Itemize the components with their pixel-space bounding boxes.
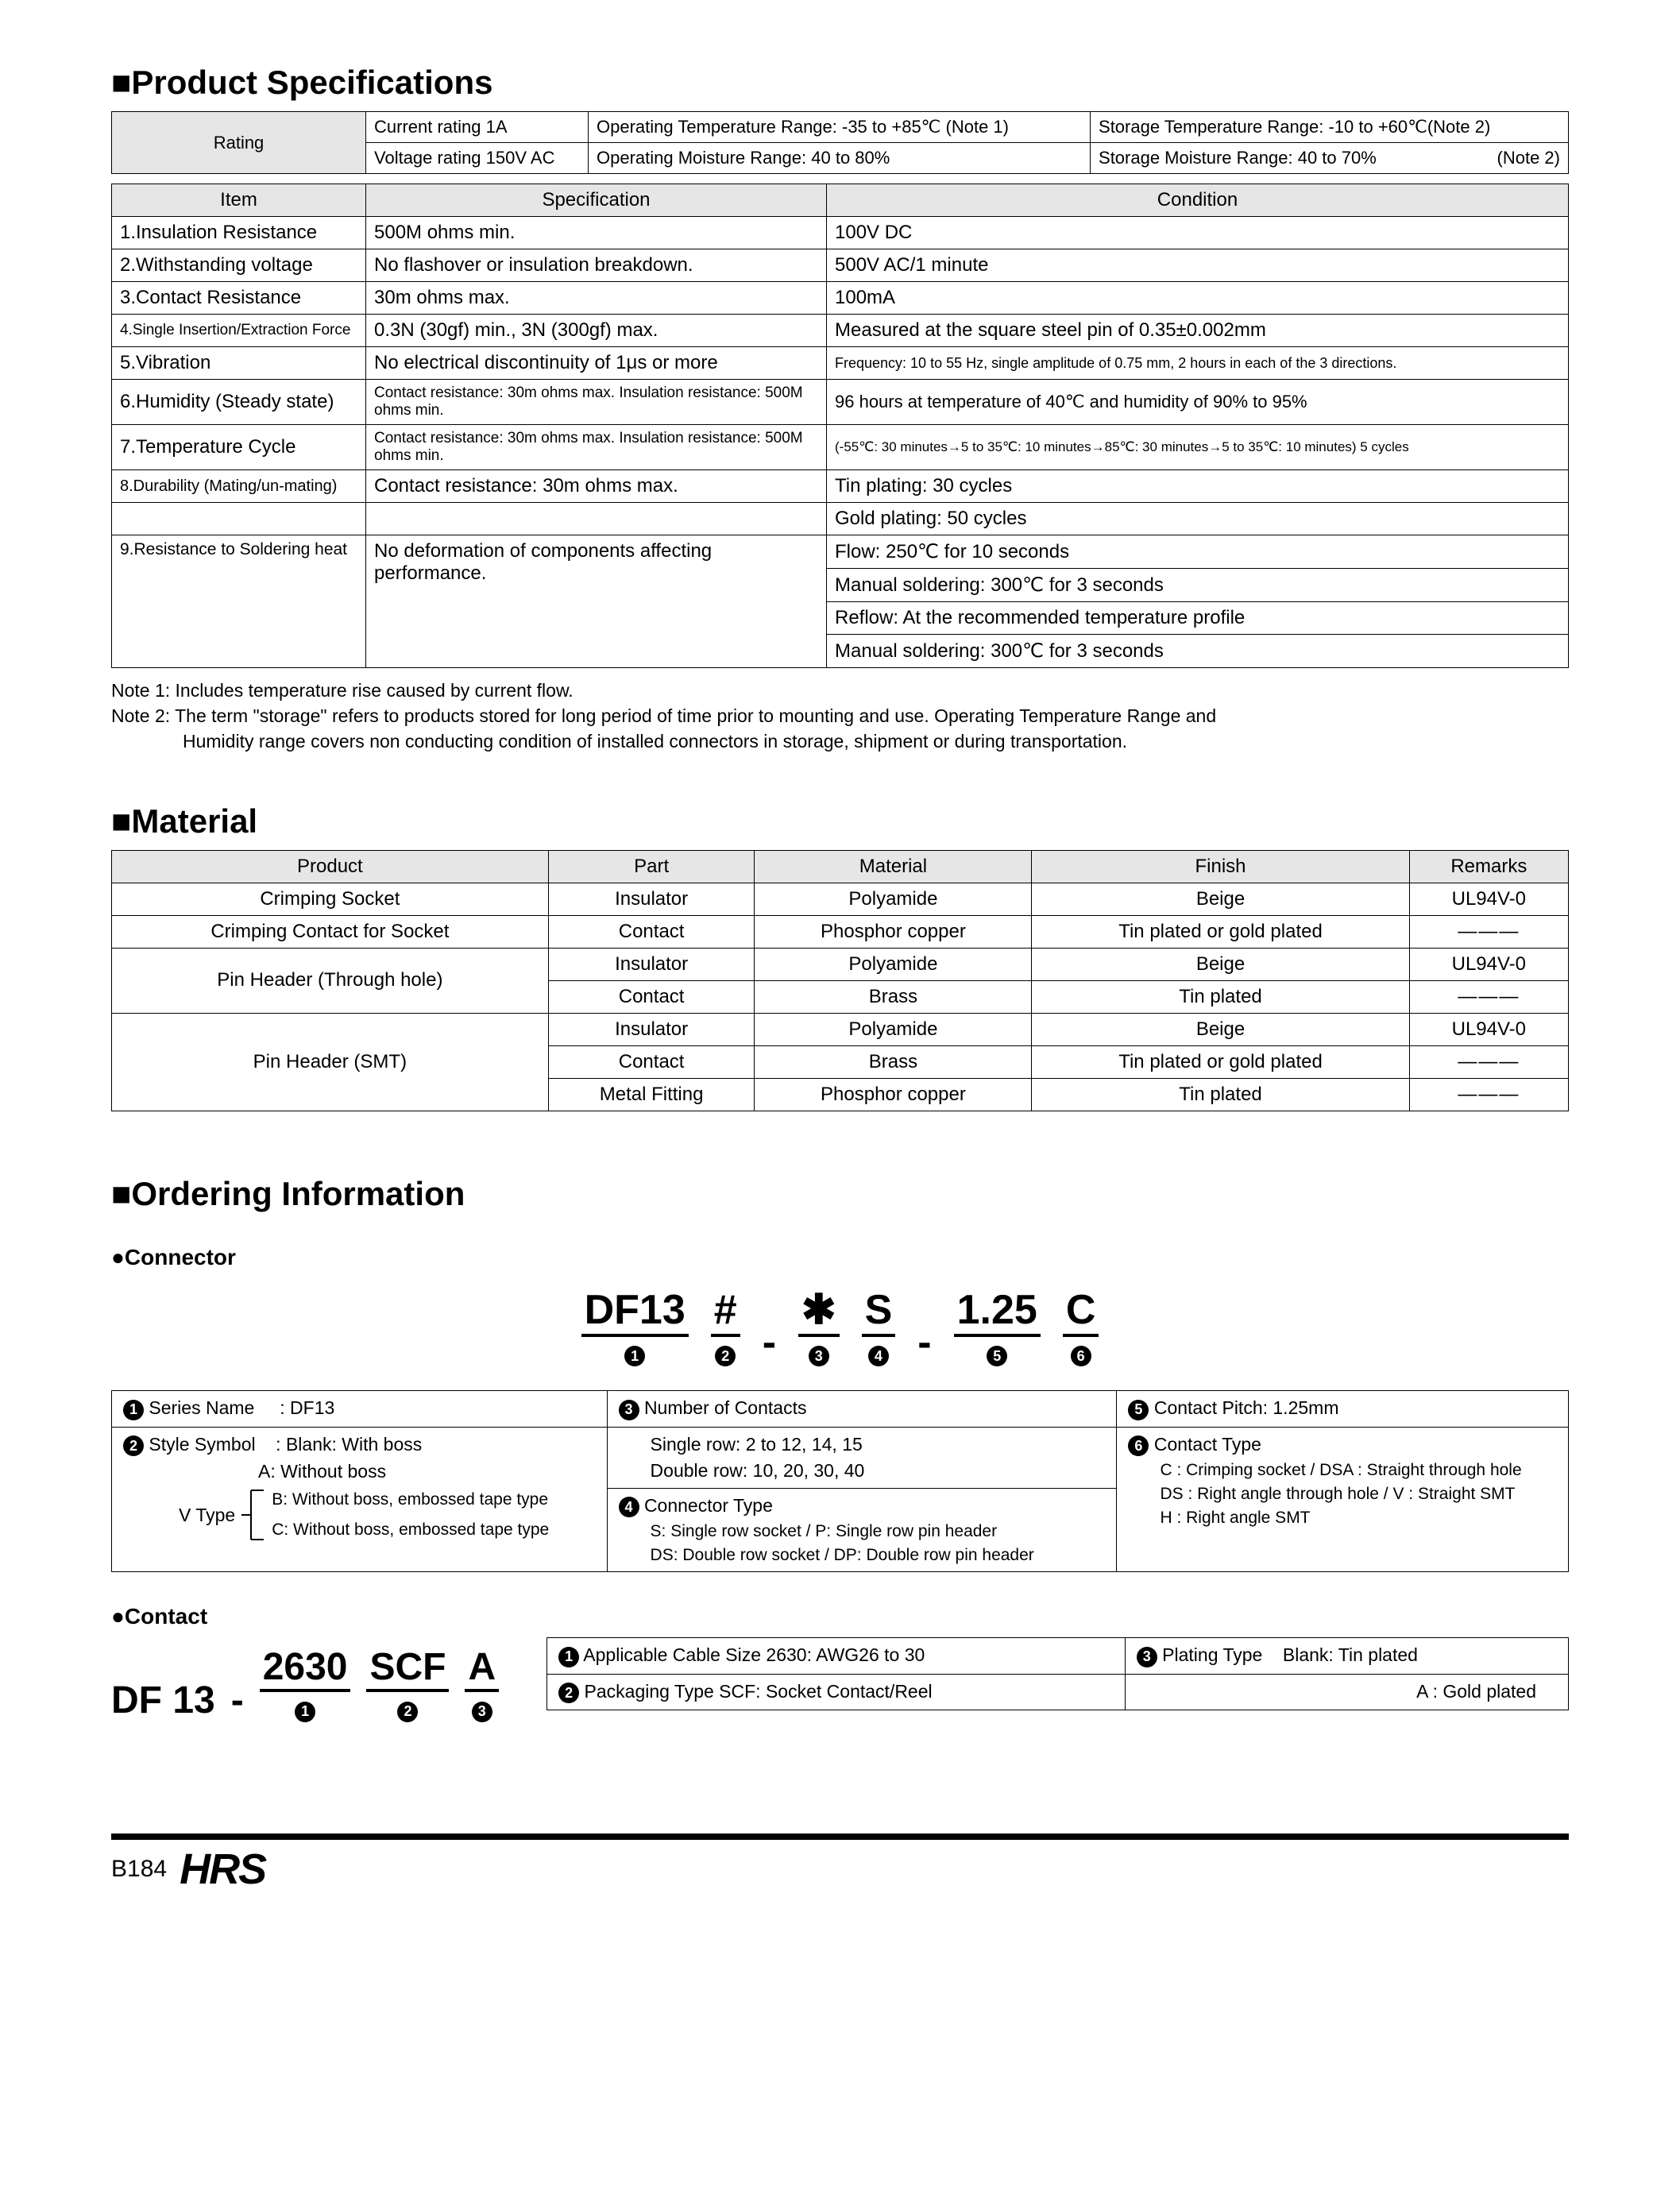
hdr-cond: Condition	[827, 184, 1569, 217]
contact-heading: ●Contact	[111, 1604, 1569, 1629]
spec-cond: (-55℃: 30 minutes→5 to 35℃: 10 minutes→8…	[827, 425, 1569, 470]
cell: Operating Moisture Range: 40 to 80%	[589, 143, 1091, 174]
spec-val: Contact resistance: 30m ohms max. Insula…	[366, 425, 827, 470]
rating-label: Rating	[112, 112, 366, 174]
spec-cond: Manual soldering: 300℃ for 3 seconds	[827, 635, 1569, 668]
cell: Voltage rating 150V AC	[366, 143, 589, 174]
spec-item: 5.Vibration	[112, 347, 366, 380]
spec-table: Item Specification Condition 1.Insulatio…	[111, 184, 1569, 668]
page-number: B184	[111, 1856, 167, 1883]
spec-item: 3.Contact Resistance	[112, 282, 366, 315]
spec-item: 1.Insulation Resistance	[112, 217, 366, 249]
hdr: Finish	[1032, 850, 1409, 883]
spec-cond: Frequency: 10 to 55 Hz, single amplitude…	[827, 347, 1569, 380]
cell: Operating Temperature Range: -35 to +85℃…	[589, 112, 1091, 143]
spec-val: 500M ohms min.	[366, 217, 827, 249]
hdr: Product	[112, 850, 549, 883]
connector-info-table: 1 Series Name : DF13 3 Number of Contact…	[111, 1390, 1569, 1572]
spec-cond: 100mA	[827, 282, 1569, 315]
spec-cond: Reflow: At the recommended temperature p…	[827, 602, 1569, 635]
rating-table: Rating Current rating 1A Operating Tempe…	[111, 111, 1569, 174]
notes: Note 1: Includes temperature rise caused…	[111, 678, 1569, 755]
section-title-material: ■Material	[111, 802, 1569, 840]
cell: Storage Moisture Range: 40 to 70% (Note …	[1091, 143, 1569, 174]
spec-val: 0.3N (30gf) min., 3N (300gf) max.	[366, 315, 827, 347]
spec-item: 7.Temperature Cycle	[112, 425, 366, 470]
spec-val: Contact resistance: 30m ohms max.	[366, 470, 827, 503]
section-title-ordering: ■Ordering Information	[111, 1175, 1569, 1213]
cell: Current rating 1A	[366, 112, 589, 143]
hdr: Part	[548, 850, 755, 883]
spec-item: 6.Humidity (Steady state)	[112, 380, 366, 425]
spec-item: 4.Single Insertion/Extraction Force	[112, 315, 366, 347]
spec-val: No deformation of components affecting p…	[366, 535, 827, 668]
spec-cond: Manual soldering: 300℃ for 3 seconds	[827, 569, 1569, 602]
connector-heading: ●Connector	[111, 1245, 1569, 1270]
spec-val: No electrical discontinuity of 1μs or mo…	[366, 347, 827, 380]
spec-cond: Gold plating: 50 cycles	[827, 503, 1569, 535]
spec-item: 2.Withstanding voltage	[112, 249, 366, 282]
contact-info-table: 1 Applicable Cable Size 2630: AWG26 to 3…	[546, 1637, 1569, 1710]
spec-val: Contact resistance: 30m ohms max. Insula…	[366, 380, 827, 425]
spec-val: 30m ohms max.	[366, 282, 827, 315]
connector-code: DF131 #2 - ✱3 S4 - 1.255 C6	[111, 1286, 1569, 1367]
spec-item: 9.Resistance to Soldering heat	[112, 535, 366, 668]
bracket-icon	[241, 1487, 265, 1543]
spec-cond: Tin plating: 30 cycles	[827, 470, 1569, 503]
spec-cond: 100V DC	[827, 217, 1569, 249]
hdr: Material	[755, 850, 1032, 883]
footer: B184 HRS	[111, 1833, 1569, 1894]
spec-cond: Measured at the square steel pin of 0.35…	[827, 315, 1569, 347]
cell: Storage Temperature Range: -10 to +60℃(N…	[1091, 112, 1569, 143]
section-title-spec: ■Product Specifications	[111, 64, 1569, 102]
hrs-logo: HRS	[180, 1845, 265, 1894]
material-table: Product Part Material Finish Remarks Cri…	[111, 850, 1569, 1111]
spec-val: No flashover or insulation breakdown.	[366, 249, 827, 282]
hdr: Remarks	[1409, 850, 1568, 883]
spec-cond: 500V AC/1 minute	[827, 249, 1569, 282]
hdr-item: Item	[112, 184, 366, 217]
spec-cond: 96 hours at temperature of 40℃ and humid…	[827, 380, 1569, 425]
contact-section: DF 13 - 26301 SCF2 A3 1 Applicable Cable…	[111, 1637, 1569, 1722]
spec-cond: Flow: 250℃ for 10 seconds	[827, 535, 1569, 569]
spec-item: 8.Durability (Mating/un-mating)	[112, 470, 366, 503]
hdr-spec: Specification	[366, 184, 827, 217]
